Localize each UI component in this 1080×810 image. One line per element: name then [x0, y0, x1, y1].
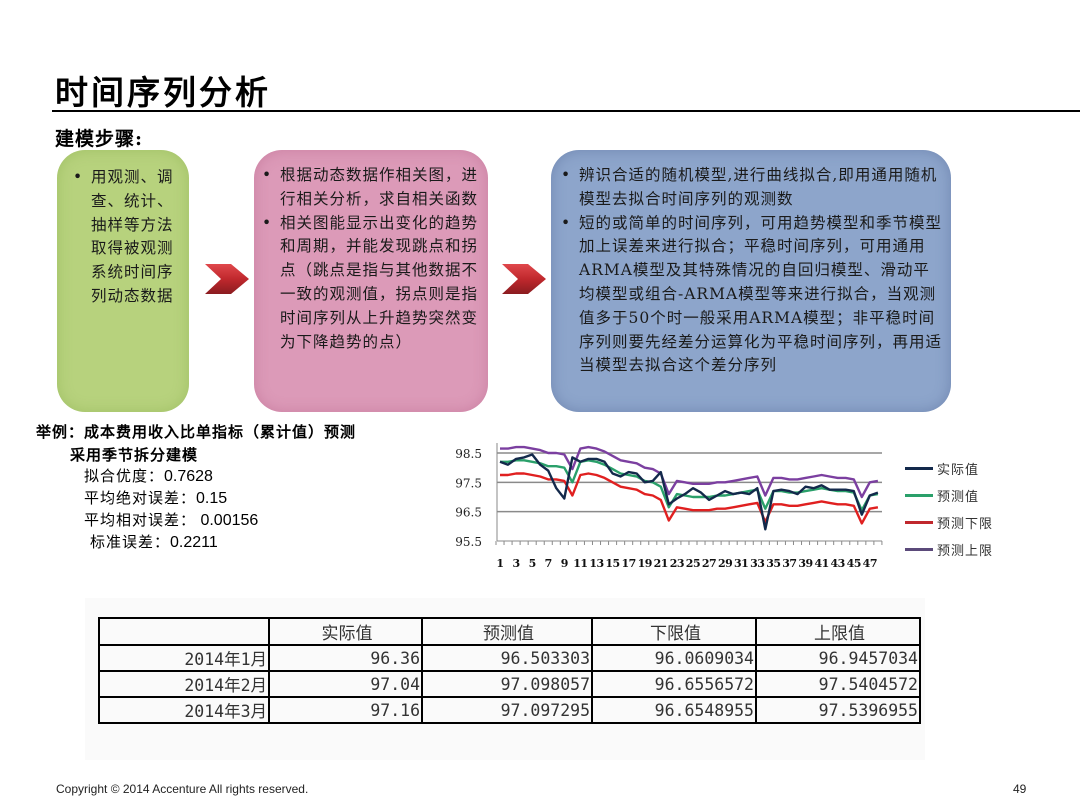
- table-cell: 97.098057: [421, 670, 593, 698]
- table-cell: 96.36: [268, 644, 423, 672]
- svg-text:43: 43: [831, 557, 845, 570]
- example-heading: 举例：成本费用收入比单指标（累计值）预测: [36, 423, 357, 441]
- table-header-cell: 实际值: [268, 617, 423, 646]
- svg-text:95.5: 95.5: [455, 535, 482, 549]
- table-row: 2014年2月 97.04 97.098057 96.6556572 97.54…: [98, 670, 921, 698]
- table-header-cell: 预测值: [421, 617, 593, 646]
- table-header-cell: [98, 617, 270, 646]
- forecast-line-chart: 95.596.597.598.51 3 5 7 9 11 13 15 17 19 21 23 25 27 2…: [455, 443, 883, 570]
- step-box-1: 用观测、调查、统计、抽样等方法取得被观测系统时间序列动态数据: [57, 150, 189, 412]
- svg-text:39: 39: [798, 557, 812, 570]
- stat-goodness-of-fit: 拟合优度：0.7628: [84, 465, 213, 486]
- svg-text:25: 25: [686, 557, 700, 570]
- stat-mean-relative-error: 平均相对误差： 0.00156: [84, 509, 258, 530]
- table-cell: 96.6556572: [591, 670, 757, 698]
- svg-text:29: 29: [718, 557, 732, 570]
- table-row: 2014年3月 97.16 97.097295 96.6548955 97.53…: [98, 696, 921, 724]
- page-title: 时间序列分析: [55, 73, 271, 112]
- page-number: 49: [1013, 782, 1027, 796]
- svg-text:11: 11: [573, 557, 587, 570]
- table-row: 2014年1月 96.36 96.503303 96.0609034 96.94…: [98, 644, 921, 672]
- step-2-bullet-1: 根据动态数据作相关图，进行相关分析，求自相关函数: [262, 164, 478, 212]
- chevron-right-icon: [502, 264, 546, 294]
- legend-item-upper: 预测上限: [905, 536, 993, 563]
- chevron-right-icon: [205, 264, 249, 294]
- svg-text:41: 41: [814, 557, 828, 570]
- table-header-cell: 上限值: [755, 617, 921, 646]
- step-3-bullet-1: 辨识合适的随机模型,进行曲线拟合,即用通用随机模型去拟合时间序列的观测数: [561, 164, 943, 212]
- step-1-bullet-1: 用观测、调查、统计、抽样等方法取得被观测系统时间序列动态数据: [73, 166, 177, 309]
- legend-item-actual: 实际值: [905, 455, 993, 482]
- svg-text:23: 23: [670, 557, 684, 570]
- table-cell: 2014年3月: [98, 696, 270, 724]
- svg-text:97.5: 97.5: [455, 476, 482, 490]
- table-cell: 96.503303: [421, 644, 593, 672]
- legend-swatch: [905, 521, 933, 524]
- step-box-2: 根据动态数据作相关图，进行相关分析，求自相关函数 相关图能显示出变化的趋势和周期…: [254, 150, 488, 412]
- copyright-footer: Copyright © 2014 Accenture All rights re…: [56, 782, 309, 796]
- table-cell: 97.5404572: [755, 670, 921, 698]
- svg-text:45: 45: [847, 557, 861, 570]
- table-cell: 2014年2月: [98, 670, 270, 698]
- legend-swatch: [905, 548, 933, 551]
- stat-value: 0.2211: [170, 534, 218, 551]
- svg-text:27: 27: [702, 557, 716, 570]
- legend-swatch: [905, 467, 933, 470]
- svg-text:3: 3: [513, 557, 520, 570]
- example-method: 采用季节拆分建模: [70, 446, 199, 464]
- legend-swatch: [905, 494, 933, 497]
- table-cell: 97.097295: [421, 696, 593, 724]
- stat-label: 标准误差：: [90, 533, 171, 551]
- table-cell: 97.5396955: [755, 696, 921, 724]
- section-subtitle: 建模步骤:: [55, 128, 144, 150]
- table-cell: 97.16: [268, 696, 423, 724]
- stat-mean-absolute-error: 平均绝对误差：0.15: [84, 487, 227, 508]
- stat-label: 拟合优度：: [84, 467, 165, 485]
- title-divider: [52, 110, 1080, 112]
- svg-text:98.5: 98.5: [455, 447, 482, 461]
- chart-legend: 实际值 预测值 预测下限 预测上限: [905, 455, 993, 563]
- svg-text:13: 13: [589, 557, 603, 570]
- table-cell: 97.04: [268, 670, 423, 698]
- svg-text:37: 37: [782, 557, 796, 570]
- stat-label: 平均绝对误差：: [84, 489, 197, 507]
- svg-text:47: 47: [863, 557, 877, 570]
- svg-text:7: 7: [545, 557, 552, 570]
- svg-text:17: 17: [621, 557, 635, 570]
- stat-value: 0.00156: [196, 512, 259, 529]
- legend-item-lower: 预测下限: [905, 509, 993, 536]
- stat-standard-error: 标准误差：0.2211: [90, 531, 218, 552]
- svg-text:96.5: 96.5: [455, 506, 482, 520]
- svg-text:35: 35: [766, 557, 780, 570]
- svg-text:9: 9: [561, 557, 568, 570]
- table-cell: 96.6548955: [591, 696, 757, 724]
- svg-text:31: 31: [734, 557, 748, 570]
- svg-text:15: 15: [605, 557, 619, 570]
- table-cell: 96.0609034: [591, 644, 757, 672]
- svg-text:21: 21: [654, 557, 668, 570]
- table-header-row: 实际值 预测值 下限值 上限值: [98, 617, 921, 646]
- legend-item-forecast: 预测值: [905, 482, 993, 509]
- stat-value: 0.15: [196, 490, 228, 507]
- table-cell: 96.9457034: [755, 644, 921, 672]
- step-3-bullet-2: 短的或简单的时间序列，可用趋势模型和季节模型加上误差来进行拟合；平稳时间序列，可…: [561, 212, 943, 379]
- svg-text:19: 19: [638, 557, 652, 570]
- svg-text:1: 1: [496, 557, 503, 570]
- stat-label: 平均相对误差：: [84, 511, 197, 529]
- step-box-3: 辨识合适的随机模型,进行曲线拟合,即用通用随机模型去拟合时间序列的观测数 短的或…: [551, 150, 951, 412]
- svg-text:33: 33: [750, 557, 764, 570]
- step-2-bullet-2: 相关图能显示出变化的趋势和周期，并能发现跳点和拐点（跳点是指与其他数据不一致的观…: [262, 212, 478, 355]
- stat-value: 0.7628: [164, 468, 213, 485]
- svg-text:5: 5: [529, 557, 536, 570]
- forecast-table: 实际值 预测值 下限值 上限值 2014年1月 96.36 96.503303 …: [98, 617, 921, 724]
- table-header-cell: 下限值: [591, 617, 757, 646]
- table-cell: 2014年1月: [98, 644, 270, 672]
